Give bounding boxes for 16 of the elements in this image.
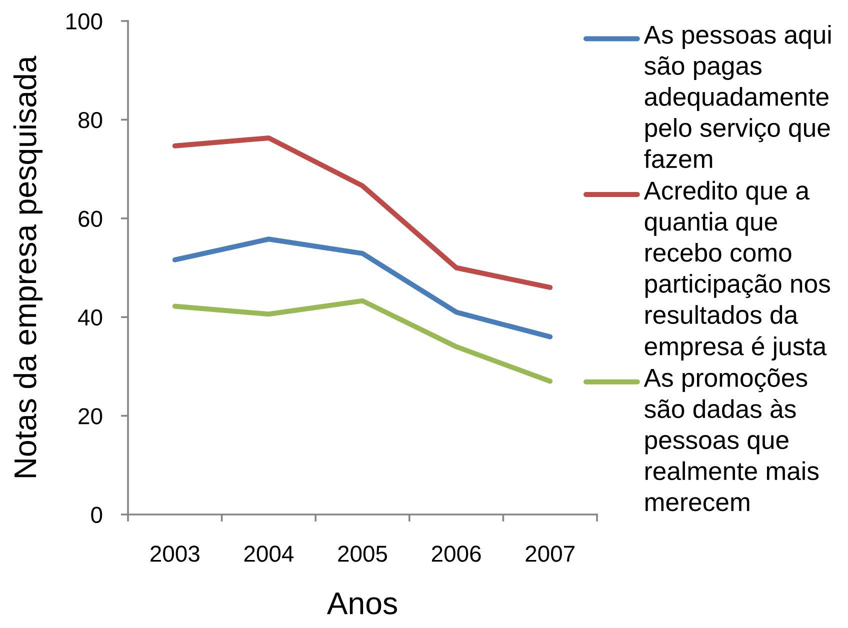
x-tick-label: 2006 (432, 546, 481, 562)
x-tick-label: 2007 (526, 546, 574, 562)
y-tick-label: 40 (78, 309, 102, 326)
legend-label: Acredito que a quantia que recebo como participação nos resultados da empresa é justa (644, 180, 830, 361)
legend-label: As promoções são dadas às pessoas que realmente mais merecem (644, 368, 819, 512)
y-tick-label: 100 (66, 13, 102, 30)
x-axis-title: Anos (326, 592, 397, 614)
y-tick-label: 0 (91, 506, 102, 524)
y-tick-label: 20 (78, 408, 102, 424)
x-tick-label: 2003 (150, 546, 200, 562)
y-axis-title: Notas da empresa pesquisada (13, 56, 43, 478)
legend-label: As pessoas aqui são pagas adequadamente pelo serviço que fazem (644, 25, 831, 168)
x-tick-label: 2004 (244, 546, 294, 562)
y-tick-label: 60 (78, 210, 102, 227)
y-tick-label: 80 (78, 112, 102, 128)
x-tick-label: 2005 (338, 546, 388, 562)
